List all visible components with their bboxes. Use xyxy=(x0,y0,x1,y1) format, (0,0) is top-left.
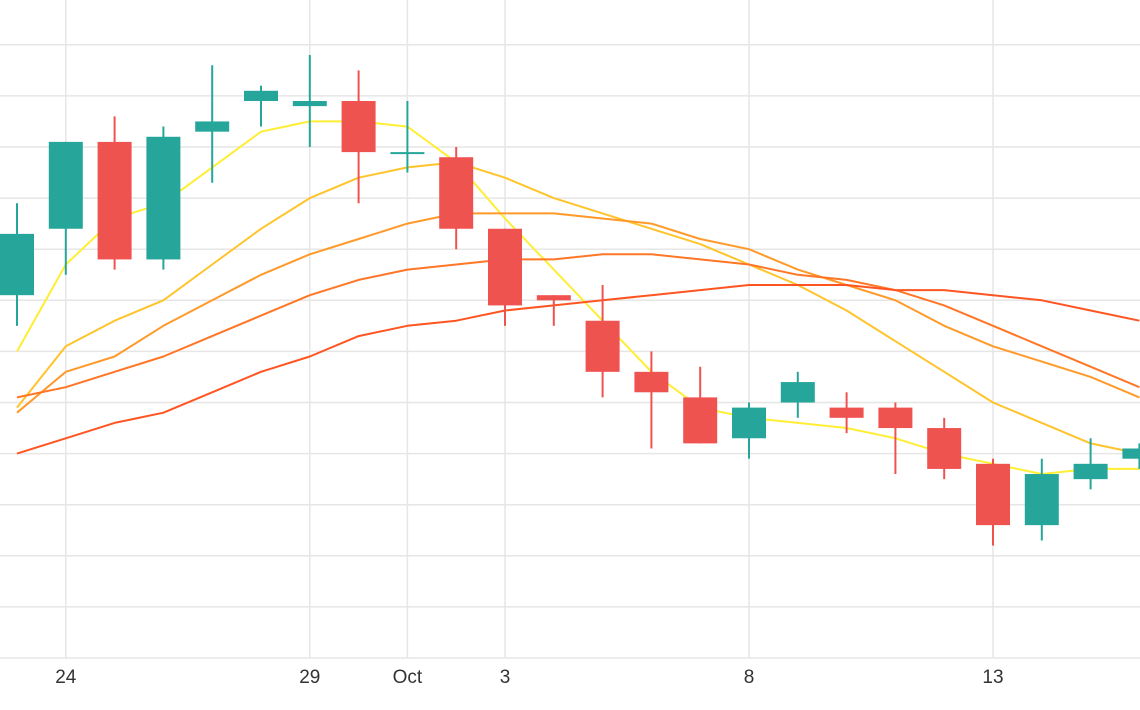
candle-body xyxy=(927,428,962,469)
candle-body xyxy=(878,407,913,429)
candle-down xyxy=(97,116,132,270)
candle-up xyxy=(1024,458,1059,541)
moving-average-line-5 xyxy=(16,284,1140,455)
candle-up xyxy=(732,402,766,459)
moving-average-line-4 xyxy=(16,253,1140,399)
candle-up xyxy=(146,126,181,270)
candle-body xyxy=(195,121,230,132)
candle-up xyxy=(390,101,425,173)
x-tick-label: 3 xyxy=(500,667,511,688)
candle-body xyxy=(732,407,766,439)
moving-average-line-3 xyxy=(16,212,1140,414)
candle-down xyxy=(634,351,669,449)
x-tick-label: 8 xyxy=(744,667,755,688)
candle-body xyxy=(683,397,718,444)
candle-down xyxy=(829,392,864,434)
x-tick-label: 29 xyxy=(299,667,320,688)
moving-average-lines xyxy=(16,120,1140,475)
candle-body xyxy=(488,228,522,306)
candle-body xyxy=(390,152,425,155)
grid xyxy=(0,0,1140,659)
candle-down xyxy=(585,284,620,398)
candle-down xyxy=(488,228,522,326)
moving-average-line-1 xyxy=(16,120,1140,475)
candle-body xyxy=(1073,463,1108,480)
candle-up xyxy=(195,65,230,183)
candle-body xyxy=(634,371,669,393)
candle-body xyxy=(585,320,620,372)
candle-up xyxy=(1122,443,1140,469)
candle-up xyxy=(292,55,327,147)
candle-body xyxy=(0,233,34,296)
candle-body xyxy=(1122,448,1140,459)
candle-up xyxy=(0,203,34,326)
candle-down xyxy=(927,417,962,480)
candle-body xyxy=(780,382,815,403)
candles xyxy=(0,55,1140,546)
x-tick-label: 13 xyxy=(982,667,1003,688)
candle-body xyxy=(292,101,327,107)
candle-up xyxy=(780,371,815,418)
moving-average-line-2 xyxy=(16,161,1140,455)
candle-down xyxy=(683,366,718,444)
x-tick-label: Oct xyxy=(393,667,423,688)
candle-down xyxy=(341,70,376,204)
x-axis: 2429Oct381317 xyxy=(55,667,1003,688)
candle-down xyxy=(536,295,571,326)
candle-up xyxy=(1073,438,1108,490)
candle-body xyxy=(244,90,278,102)
candle-up xyxy=(48,141,83,275)
candle-body xyxy=(97,141,132,260)
candle-body xyxy=(829,407,864,418)
candle-body xyxy=(1024,474,1059,526)
candle-body xyxy=(439,157,474,229)
candle-down xyxy=(878,402,913,475)
candle-body xyxy=(146,136,181,260)
candle-body xyxy=(976,463,1010,526)
candle-body xyxy=(341,101,376,153)
candle-down xyxy=(439,147,474,250)
candle-up xyxy=(244,85,278,127)
candle-body xyxy=(48,141,83,229)
candle-down xyxy=(976,458,1010,546)
x-tick-label: 24 xyxy=(55,667,77,688)
candle-body xyxy=(536,295,571,301)
